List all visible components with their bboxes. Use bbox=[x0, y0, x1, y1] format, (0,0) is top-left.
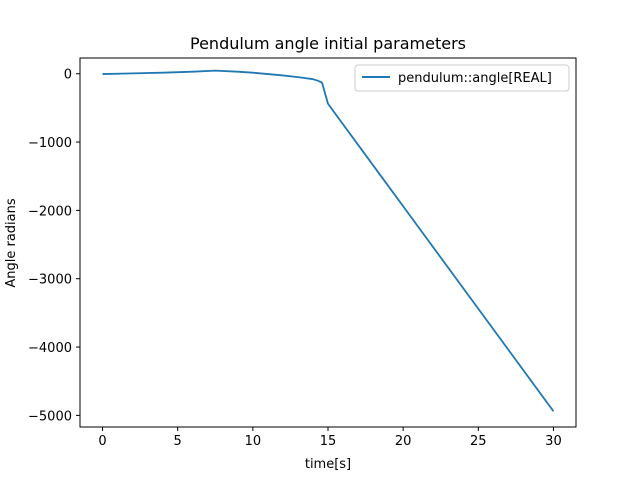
chart-title: Pendulum angle initial parameters bbox=[190, 34, 466, 53]
x-axis-label: time[s] bbox=[305, 457, 351, 472]
y-axis-label: Angle radians bbox=[4, 198, 19, 288]
y-tick-label: −3000 bbox=[28, 273, 72, 288]
x-tick-label: 20 bbox=[395, 434, 412, 449]
x-tick-label: 0 bbox=[98, 434, 106, 449]
legend-box bbox=[354, 64, 570, 92]
y-tick-label: −2000 bbox=[28, 204, 72, 219]
x-tick-label: 15 bbox=[320, 434, 337, 449]
legend[interactable]: pendulum::angle[REAL] bbox=[354, 64, 570, 92]
y-tick-label: −1000 bbox=[28, 136, 72, 151]
y-tick-label: 0 bbox=[64, 68, 72, 83]
y-tick-label: −5000 bbox=[28, 409, 72, 424]
x-tick-label: 30 bbox=[545, 434, 562, 449]
x-tick-label: 5 bbox=[174, 434, 182, 449]
y-tick-label: −4000 bbox=[28, 341, 72, 356]
x-axis: 0 5 10 15 20 25 30 bbox=[98, 427, 562, 449]
y-axis: 0 −1000 −2000 −3000 −4000 −5000 bbox=[28, 68, 80, 424]
series-line bbox=[102, 69, 555, 412]
x-tick-label: 10 bbox=[245, 434, 262, 449]
plot-layer bbox=[102, 69, 555, 412]
legend-label: pendulum::angle[REAL] bbox=[398, 71, 552, 86]
x-tick-label: 25 bbox=[470, 434, 487, 449]
